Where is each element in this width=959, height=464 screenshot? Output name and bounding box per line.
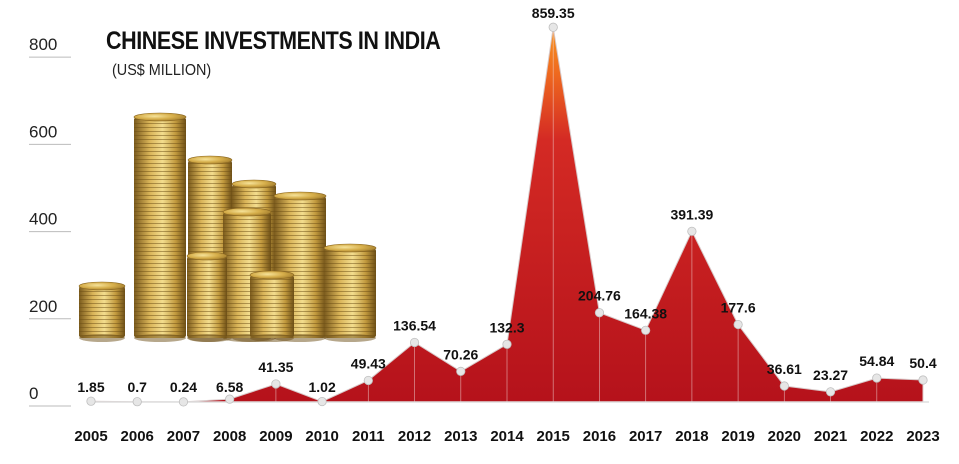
data-label: 391.39	[670, 206, 713, 222]
data-label: 54.84	[859, 353, 894, 369]
x-tick-label: 2006	[121, 428, 154, 445]
data-point	[132, 397, 142, 407]
data-label: 1.02	[308, 379, 335, 395]
x-tick-label: 2017	[629, 428, 662, 445]
data-label: 49.43	[351, 355, 386, 371]
x-tick-label: 2013	[444, 428, 477, 445]
data-point	[178, 397, 189, 407]
x-tick-label: 2010	[305, 428, 338, 445]
data-point	[502, 339, 512, 349]
x-tick-label: 2011	[352, 428, 385, 445]
x-tick-label: 2023	[906, 428, 939, 445]
data-label: 859.35	[532, 5, 575, 21]
coin-stack	[133, 112, 187, 342]
data-point	[687, 226, 697, 236]
coin-stack	[78, 281, 126, 342]
data-label: 204.76	[578, 288, 621, 304]
coin-stack	[249, 270, 295, 342]
y-tick: 600	[29, 122, 71, 145]
coin-stack	[323, 243, 377, 342]
data-point	[456, 366, 466, 376]
data-label: 0.7	[127, 379, 147, 395]
y-tick-label: 200	[29, 297, 57, 316]
x-tick-label: 2009	[259, 428, 292, 445]
x-axis: 2005 2006 2007 2008 2009 2010 2011 2012 2013 2014…	[74, 428, 939, 445]
y-tick: 400	[29, 210, 71, 233]
y-tick-label: 400	[29, 210, 57, 229]
data-markers	[86, 22, 928, 407]
data-point	[86, 396, 96, 406]
data-point	[872, 373, 882, 383]
data-point	[641, 325, 651, 335]
data-point	[594, 308, 605, 318]
chart-title: CHINESE INVESTMENTS IN INDIA	[106, 27, 441, 55]
y-axis: 0 200 400 600 800	[29, 35, 71, 407]
data-label: 70.26	[443, 346, 478, 362]
data-label: 50.4	[909, 355, 936, 371]
x-tick-label: 2007	[167, 428, 200, 445]
x-tick-label: 2018	[675, 428, 708, 445]
data-label: 36.61	[767, 361, 802, 377]
data-label: 132.3	[489, 319, 524, 335]
x-tick-label: 2022	[860, 428, 893, 445]
x-tick-label: 2016	[583, 428, 616, 445]
coin-stack	[186, 251, 228, 342]
data-label: 1.85	[77, 379, 104, 395]
x-tick-label: 2015	[537, 428, 570, 445]
y-tick-label: 800	[29, 35, 57, 54]
data-point	[733, 319, 743, 330]
chart-subtitle: (US$ MILLION)	[112, 62, 212, 79]
y-tick: 800	[29, 35, 71, 58]
data-labels: 1.85 0.7 0.24 6.58 41.35 1.02 49.43 136.54 70.26…	[77, 5, 936, 395]
data-label: 0.24	[170, 379, 197, 395]
x-tick-label: 2019	[721, 428, 754, 445]
x-tick-label: 2014	[490, 428, 524, 445]
data-point	[548, 22, 558, 32]
y-tick-label: 0	[29, 384, 38, 403]
data-point	[409, 337, 420, 348]
data-label: 136.54	[393, 317, 436, 333]
x-tick-label: 2005	[74, 428, 107, 445]
data-point	[271, 379, 281, 389]
data-point	[918, 375, 928, 385]
x-tick-label: 2012	[398, 428, 431, 445]
y-tick: 200	[29, 297, 71, 320]
data-label: 177.6	[721, 300, 756, 316]
investment-area	[90, 27, 924, 403]
data-point	[363, 375, 373, 386]
data-point	[825, 387, 836, 397]
data-label: 41.35	[258, 359, 293, 375]
data-label: 23.27	[813, 367, 848, 383]
x-tick-label: 2008	[213, 428, 246, 445]
x-tick-label: 2021	[814, 428, 847, 445]
x-tick-label: 2020	[768, 428, 801, 445]
coin-stacks-illustration	[78, 112, 377, 342]
y-tick-label: 600	[29, 122, 57, 141]
y-tick: 0	[29, 384, 71, 407]
data-label: 164.38	[624, 305, 667, 321]
data-point	[779, 381, 789, 391]
data-point	[317, 396, 327, 407]
data-label: 6.58	[216, 379, 243, 395]
data-point	[225, 394, 235, 404]
